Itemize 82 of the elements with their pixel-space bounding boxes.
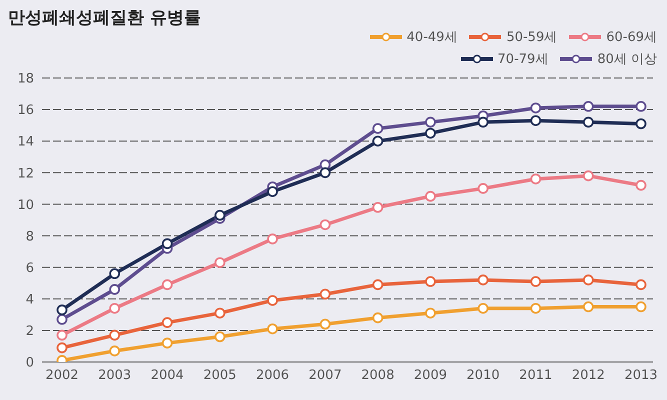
point: [162, 338, 173, 348]
point: [162, 238, 173, 250]
point: [478, 302, 488, 314]
point: [109, 330, 120, 341]
point: [582, 116, 594, 128]
point: [372, 312, 384, 324]
point: [214, 331, 226, 342]
point: [56, 304, 68, 316]
point: [636, 101, 646, 112]
point: [267, 295, 278, 306]
legend-label: 60-69세: [606, 29, 657, 46]
point: [267, 323, 278, 334]
x-tick-label: 2002: [45, 368, 79, 384]
y-tick-label: 2: [26, 324, 34, 340]
x-tick-label: 2009: [414, 368, 447, 384]
point: [162, 317, 173, 328]
point: [425, 308, 436, 318]
point: [56, 342, 68, 354]
x-tick-label: 2010: [466, 368, 500, 384]
point: [372, 202, 384, 213]
point: [320, 167, 331, 178]
point: [372, 279, 384, 290]
point: [109, 302, 120, 314]
y-tick-label: 12: [17, 166, 34, 182]
point: [320, 318, 331, 330]
point: [530, 276, 542, 287]
point: [478, 116, 488, 128]
point: [636, 279, 646, 290]
point: [56, 330, 68, 341]
point: [372, 136, 384, 147]
y-tick-label: 0: [26, 356, 34, 371]
y-tick-label: 18: [17, 72, 34, 87]
point: [636, 301, 646, 312]
point: [425, 116, 436, 128]
point: [425, 276, 436, 287]
point: [214, 308, 226, 318]
point: [320, 219, 331, 230]
y-tick-label: 16: [17, 103, 34, 118]
legend-label: 40-49세: [406, 29, 458, 46]
legend-label: 50-59세: [506, 29, 558, 46]
point: [530, 102, 542, 114]
point: [636, 118, 646, 130]
point: [214, 210, 226, 221]
point: [109, 346, 120, 356]
point: [109, 284, 120, 295]
point: [320, 288, 331, 300]
point: [582, 101, 594, 112]
y-tick-label: 4: [26, 292, 34, 308]
point: [56, 314, 68, 325]
x-tick-label: 2011: [519, 368, 552, 384]
point: [478, 183, 488, 194]
x-tick-label: 2013: [624, 368, 658, 384]
x-tick-label: 2007: [308, 368, 342, 384]
point: [530, 302, 542, 314]
x-tick-label: 2005: [203, 368, 236, 384]
point: [372, 123, 384, 134]
point: [425, 128, 436, 139]
point: [267, 234, 278, 244]
point: [478, 274, 488, 286]
x-tick-label: 2003: [98, 368, 132, 384]
point: [582, 301, 594, 312]
y-tick-label: 10: [17, 198, 34, 213]
point: [530, 115, 542, 126]
x-tick-label: 2012: [572, 368, 605, 384]
legend-label: 70-79세: [498, 51, 548, 68]
point: [162, 279, 173, 290]
point: [214, 257, 226, 268]
point: [582, 170, 594, 182]
point: [267, 186, 278, 197]
point: [109, 268, 120, 280]
y-tick-label: 8: [26, 229, 34, 244]
legend-label: 80세 이상: [597, 51, 657, 68]
x-tick-label: 2006: [256, 368, 290, 384]
y-tick-label: 14: [17, 134, 34, 150]
x-tick-label: 2008: [361, 368, 394, 384]
point: [425, 190, 436, 202]
x-tick-label: 2004: [150, 368, 184, 384]
point: [636, 180, 646, 191]
point: [530, 174, 542, 184]
chart-title: 만성폐쇄성폐질환 유병률: [8, 7, 201, 29]
y-tick-label: 6: [26, 260, 34, 276]
point: [582, 274, 594, 286]
